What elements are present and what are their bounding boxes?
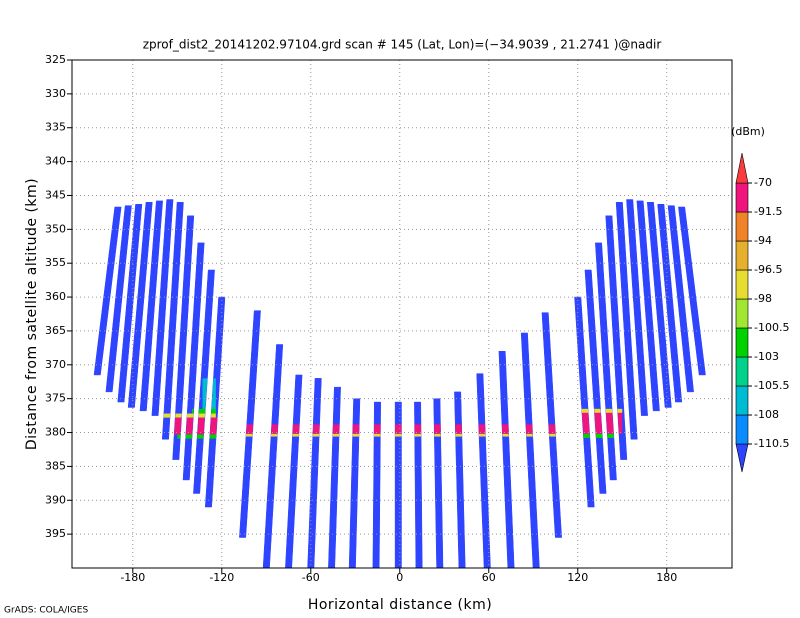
y-tick-label: 345 — [45, 188, 66, 201]
x-tick-label: 0 — [396, 571, 403, 584]
colorbar-label: -110.5 — [754, 437, 789, 450]
y-tick-label: 395 — [45, 527, 66, 540]
beam — [151, 199, 174, 416]
y-tick-label: 340 — [45, 155, 66, 168]
colorbar-label: -105.5 — [754, 379, 789, 392]
colorbar-label: -108 — [754, 408, 779, 421]
beam — [636, 200, 660, 412]
beam — [615, 201, 638, 440]
beam — [239, 310, 261, 538]
y-tick-label: 325 — [45, 53, 66, 66]
x-tick-label: -180 — [120, 571, 145, 584]
y-tick-label: 360 — [45, 290, 66, 303]
beam — [605, 215, 628, 460]
y-tick-label: 385 — [45, 459, 66, 472]
beam — [105, 205, 132, 393]
y-tick-label: 390 — [45, 493, 66, 506]
echo — [577, 408, 623, 413]
plot-frame — [71, 59, 733, 569]
x-tick-label: 180 — [656, 571, 677, 584]
y-axis-title: Distance from satellite altitude (km) — [24, 178, 40, 450]
colorbar-label: -70 — [754, 176, 772, 189]
beam — [127, 201, 153, 408]
beam — [626, 199, 648, 416]
echo — [221, 433, 578, 437]
beam — [172, 215, 195, 460]
colorbar-label: -103 — [754, 350, 779, 363]
colorbar-label: -91.5 — [754, 205, 782, 218]
colorbar-label: -96.5 — [754, 263, 782, 276]
colorbar-segment — [735, 240, 749, 271]
chart-title: zprof_dist2_20141202.97104.grd scan # 14… — [143, 38, 662, 52]
colorbar-segment — [735, 182, 749, 213]
beam — [117, 204, 143, 403]
y-tick-label: 350 — [45, 222, 66, 235]
colorbar-title: (dBm) — [731, 125, 765, 138]
beam — [657, 204, 683, 403]
x-tick-label: 60 — [482, 571, 496, 584]
y-tick-label: 375 — [45, 392, 66, 405]
echo — [162, 413, 216, 418]
beam — [667, 205, 694, 393]
colorbar-label: -98 — [754, 292, 772, 305]
credit: GrADS: COLA/IGES — [4, 606, 88, 616]
colorbar-segment — [735, 327, 749, 358]
beam — [678, 206, 706, 376]
x-axis-title: Horizontal distance (km) — [308, 597, 492, 613]
y-tick-label: 355 — [45, 256, 66, 269]
beam — [574, 296, 595, 508]
echo — [177, 434, 222, 439]
colorbar-segment — [735, 298, 749, 329]
echo — [192, 408, 216, 416]
x-tick-label: 120 — [567, 571, 588, 584]
colorbar-label: -94 — [754, 234, 772, 247]
colorbar-segment — [735, 356, 749, 387]
plot-area — [93, 199, 706, 569]
echo — [221, 424, 578, 434]
y-tick-label: 335 — [45, 121, 66, 134]
colorbar-label: -100.5 — [754, 321, 789, 334]
colorbar-segment — [735, 269, 749, 300]
beam — [93, 206, 122, 376]
colorbar-high — [735, 152, 749, 184]
colorbar-segment — [735, 414, 749, 445]
y-tick-label: 365 — [45, 324, 66, 337]
colorbar-segment — [735, 211, 749, 242]
colorbar-segment — [735, 385, 749, 416]
beam — [646, 201, 672, 408]
x-tick-label: -60 — [302, 571, 320, 584]
beam — [161, 201, 184, 440]
y-tick-label: 330 — [45, 87, 66, 100]
beam — [139, 200, 163, 412]
x-tick-label: -120 — [209, 571, 234, 584]
y-tick-label: 380 — [45, 426, 66, 439]
echo — [574, 412, 623, 434]
y-tick-label: 370 — [45, 358, 66, 371]
